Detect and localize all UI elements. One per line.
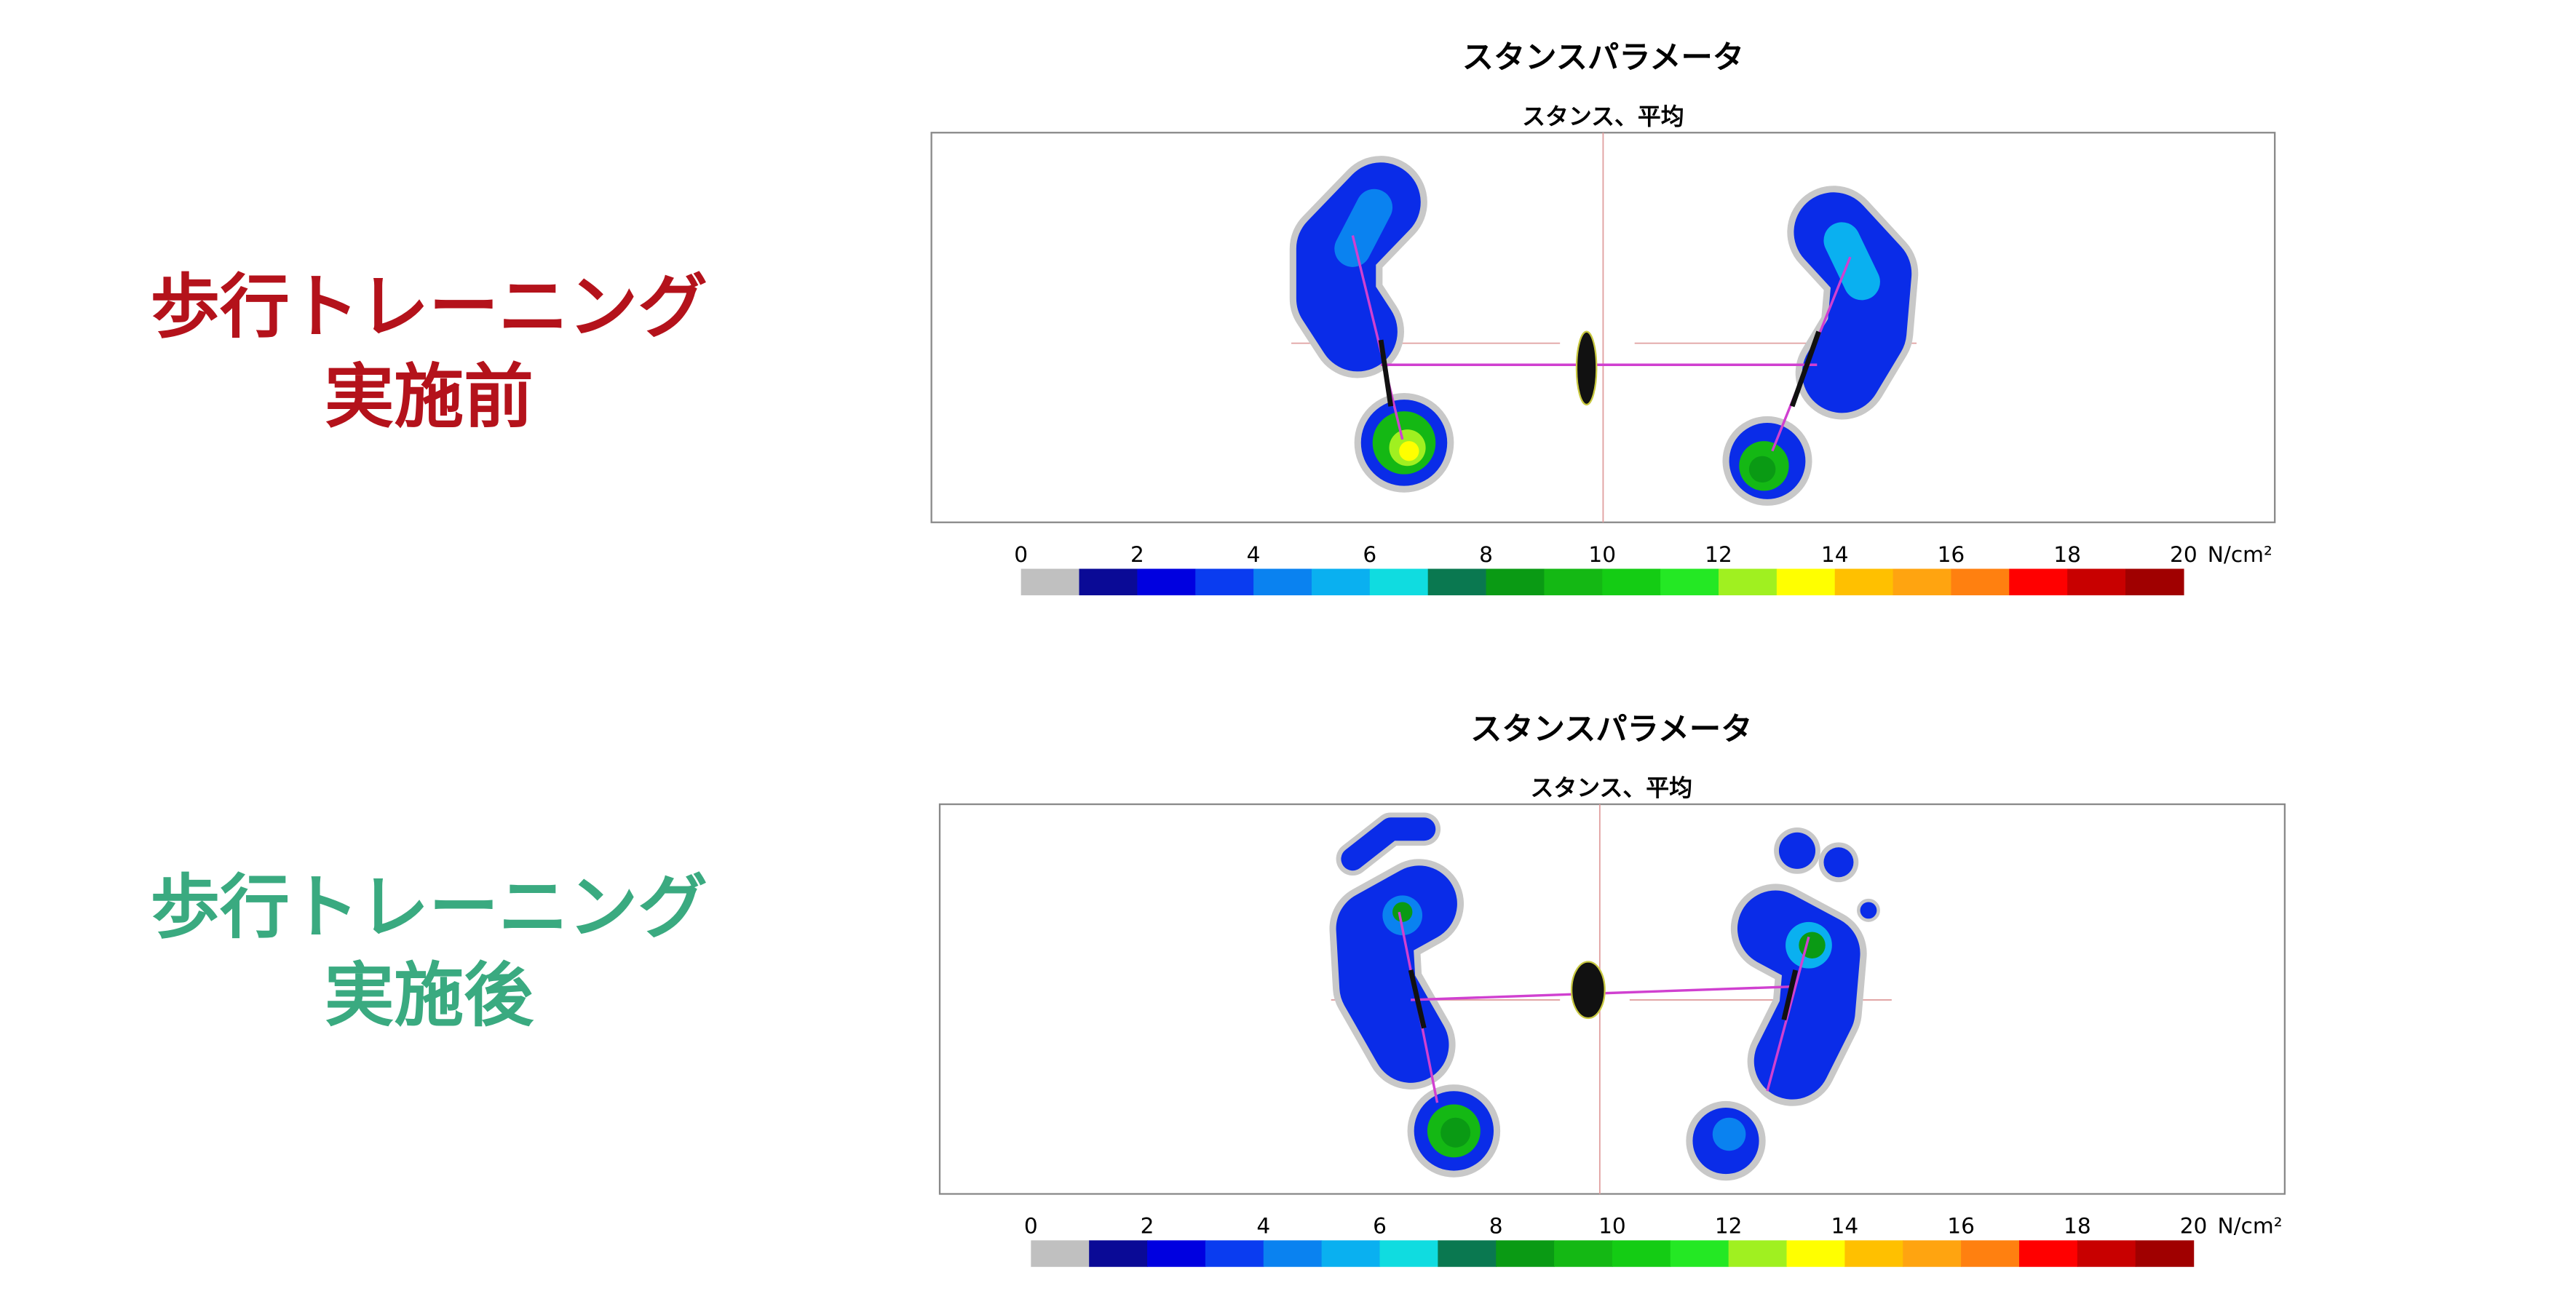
footprints [1289,156,1919,506]
colorbar-segment [1893,568,1952,595]
colorbar-tick-label: 2 [1130,542,1144,567]
colorbar-segment [1660,568,1719,595]
colorbar-segment [1670,1240,1729,1267]
colorbar-tick-label: 0 [1024,1214,1038,1239]
colorbar-segment [1321,1240,1381,1267]
colorbar-segment [1427,568,1487,595]
colorbar-segment [1961,1240,2020,1267]
colorbar-tick-label: 4 [1247,542,1261,567]
colorbar-segment [1369,568,1429,595]
colorbar-segment [2125,568,2184,595]
colorbar-segment [2018,1240,2078,1267]
colorbar-tick-label: 20 [2170,542,2197,567]
colorbar-segment [2135,1240,2195,1267]
colorbar-tick-label: 20 [2180,1214,2208,1239]
colorbar-segment [1496,1240,1555,1267]
colorbar-segment [1379,1240,1439,1267]
panel-subtitle: スタンス、平均 [1531,774,1693,802]
colorbar-segment [1728,1240,1788,1267]
colorbar-segment [1311,568,1371,595]
colorbar-segment [1021,568,1080,595]
colorbar-segment [1438,1240,1497,1267]
colorbar-tick-label: 12 [1715,1214,1743,1239]
colorbar-segment [1544,568,1603,595]
section-label: 実施後 [325,954,534,1036]
section-label: 実施前 [325,356,534,437]
colorbar-segment [1147,1240,1206,1267]
colorbar-segment [1903,1240,1962,1267]
colorbar-segment [1137,568,1196,595]
section-label: 歩行トレーニング [150,266,708,348]
section-label: 歩行トレーニング [150,867,708,948]
colorbar-tick-label: 2 [1141,1214,1154,1239]
colorbar-segment [1486,568,1545,595]
colorbar-tick-label: 10 [1588,542,1616,567]
colorbar-segment [2067,568,2126,595]
colorbar-segment [1079,568,1138,595]
panel-title: スタンスパラメータ [1470,711,1752,747]
colorbar-segment [2009,568,2068,595]
colorbar-segment [1834,568,1894,595]
colorbar-tick-label: 10 [1598,1214,1626,1239]
colorbar-tick-label: 8 [1479,542,1493,567]
colorbar-segment [1951,568,2010,595]
colorbar-unit: N/cm² [2217,1214,2282,1239]
colorbar-segment [1554,1240,1613,1267]
colorbar-tick-label: 6 [1363,542,1376,567]
colorbar-tick-label: 8 [1489,1214,1503,1239]
colorbar-tick-label: 6 [1373,1214,1387,1239]
colorbar-segment [1776,568,1836,595]
colorbar-segment [1602,568,1661,595]
colorbar-segment [1844,1240,1903,1267]
colorbar-segment [1263,1240,1323,1267]
colorbar-tick-label: 16 [1947,1214,1975,1239]
colorbar-tick-label: 18 [2064,1214,2091,1239]
colorbar-segment [1786,1240,1846,1267]
colorbar-segment [1205,1240,1264,1267]
colorbar-tick-label: 12 [1705,542,1732,567]
colorbar-tick-label: 14 [1831,1214,1859,1239]
footprints [1329,812,1880,1181]
colorbar-tick-label: 4 [1256,1214,1270,1239]
plot-box [938,803,2286,1195]
panel-title: スタンスパラメータ [1462,40,1744,76]
colorbar-segment [1089,1240,1148,1267]
colorbar-segment [1195,568,1254,595]
panel-subtitle: スタンス、平均 [1522,103,1684,130]
colorbar-segment [2077,1240,2136,1267]
colorbar-segment [1031,1240,1090,1267]
colorbar-segment [1718,568,1778,595]
colorbar-unit: N/cm² [2208,542,2272,567]
colorbar-tick-label: 18 [2053,542,2081,567]
colorbar-tick-label: 0 [1014,542,1028,567]
colorbar-tick-label: 14 [1821,542,1849,567]
colorbar-segment [1612,1240,1671,1267]
colorbar-segment [1253,568,1312,595]
colorbar-tick-label: 16 [1938,542,1965,567]
